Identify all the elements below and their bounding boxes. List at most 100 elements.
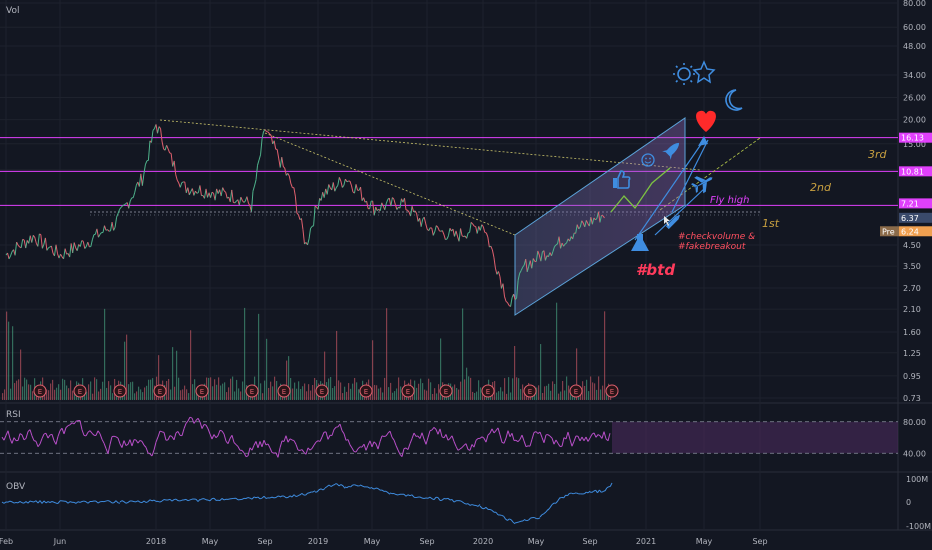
time-tick-label: May	[202, 537, 219, 546]
price-tag-label: 16.13	[901, 134, 924, 143]
price-tag	[899, 166, 932, 177]
time-tick-label: 2021	[636, 537, 656, 546]
earnings-marker-label: E	[200, 388, 204, 396]
price-tick-label: 0.73	[903, 394, 921, 403]
obv-pane[interactable]: 100M 0 -100M	[1, 475, 931, 531]
earnings-marker[interactable]	[481, 384, 495, 398]
earnings-marker-label: E	[364, 388, 368, 396]
time-tick-label: May	[696, 537, 713, 546]
price-tag	[899, 198, 932, 209]
earnings-marker-label: E	[282, 388, 286, 396]
earnings-marker[interactable]	[439, 384, 453, 398]
obv-tick-label: -100M	[906, 522, 931, 531]
projection-path[interactable]	[610, 167, 671, 213]
earnings-marker-label: E	[610, 388, 614, 396]
time-tick-label: May	[364, 537, 381, 546]
time-tick-label: Feb	[0, 537, 13, 546]
price-series	[5, 124, 605, 307]
price-tick-label: 1.60	[903, 328, 921, 337]
price-tick-label: 80.00	[903, 0, 926, 8]
rsi-tick-label: 80.00	[903, 418, 926, 427]
smiley-icon	[641, 153, 655, 167]
annotation-fakebreakout[interactable]: #fakebreakout	[678, 242, 746, 252]
time-tick-label: 2020	[473, 537, 493, 546]
earnings-marker[interactable]	[401, 384, 415, 398]
earnings-marker-label: E	[406, 388, 410, 396]
earnings-marker-label: E	[528, 388, 532, 396]
earnings-marker[interactable]	[73, 384, 87, 398]
flask-icon	[631, 234, 649, 251]
earnings-marker[interactable]	[33, 384, 47, 398]
earnings-marker[interactable]	[605, 384, 619, 398]
earnings-marker[interactable]	[523, 384, 537, 398]
projection-arrow-b[interactable]	[654, 187, 706, 236]
time-tick-label: 2019	[308, 537, 328, 546]
annotation-2nd[interactable]: 2nd	[810, 181, 831, 194]
price-tick-label: 20.00	[903, 116, 926, 125]
earnings-marker-label: E	[78, 388, 82, 396]
price-tick-label: 1.25	[903, 349, 921, 358]
time-tick-label: Sep	[257, 537, 272, 546]
price-tick-label: 15.00	[903, 140, 926, 149]
parallel-channel[interactable]	[514, 117, 686, 316]
annotation-btd[interactable]: #btd	[636, 261, 676, 279]
time-tick-label: Jun	[53, 537, 67, 546]
trendline-long[interactable]	[159, 119, 701, 171]
price-tick-label: 26.00	[903, 94, 926, 103]
price-tag	[899, 226, 932, 237]
price-tick-label: 4.50	[903, 241, 921, 250]
price-tick-label: 2.10	[903, 305, 921, 314]
volume-label: Vol	[6, 6, 20, 16]
earnings-marker[interactable]	[359, 384, 373, 398]
moon-icon	[725, 89, 743, 111]
earnings-marker-label: E	[118, 388, 122, 396]
obv-label: OBV	[6, 482, 26, 492]
earnings-marker[interactable]	[153, 384, 167, 398]
earnings-marker[interactable]	[245, 384, 259, 398]
annotation-1st[interactable]: 1st	[762, 217, 780, 230]
price-tick-label: 0.95	[903, 372, 921, 381]
drawings[interactable]	[610, 60, 743, 251]
earnings-marker[interactable]	[569, 384, 583, 398]
price-tag-label: 7.21	[901, 199, 919, 208]
earnings-marker[interactable]	[195, 384, 209, 398]
thumbs-up-icon	[613, 170, 631, 189]
earnings-marker-label: E	[250, 388, 254, 396]
price-axis[interactable]: 80.0060.0048.0034.0026.0020.0015.0011.00…	[880, 0, 932, 403]
price-tag	[880, 226, 899, 237]
obv-tick-label: 100M	[906, 475, 928, 484]
earnings-marker[interactable]	[315, 384, 329, 398]
arrow-head-icon	[698, 136, 708, 146]
earnings-marker-label: E	[444, 388, 448, 396]
price-tick-label: 3.50	[903, 262, 921, 271]
rsi-label: RSI	[6, 410, 21, 420]
trendline-mid[interactable]	[264, 132, 516, 236]
annotation-fly-high[interactable]: Fly high	[710, 195, 750, 206]
obv-tick-label: 0	[906, 498, 911, 507]
annotation-3rd[interactable]: 3rd	[868, 148, 887, 161]
rocket-icon	[662, 142, 680, 160]
price-tag-label: 10.81	[901, 167, 924, 176]
price-tag	[899, 132, 932, 143]
airplane-icon	[690, 176, 713, 194]
price-tag-label: 6.24	[901, 227, 919, 236]
earnings-marker-label: E	[574, 388, 578, 396]
annotation-checkvolume[interactable]: #checkvolume &	[678, 232, 756, 242]
earnings-marker[interactable]	[277, 384, 291, 398]
time-tick-label: Sep	[419, 537, 434, 546]
earnings-marker[interactable]	[113, 384, 127, 398]
price-tick-label: 60.00	[903, 23, 926, 32]
earnings-marker-label: E	[158, 388, 162, 396]
price-tick-label: 48.00	[903, 42, 926, 51]
rsi-pane[interactable]: 80.00 40.00	[0, 416, 926, 458]
price-tag	[899, 212, 932, 223]
projection-arrow-a[interactable]	[634, 139, 705, 241]
sun-icon	[673, 63, 695, 85]
earnings-marker-label: E	[486, 388, 490, 396]
horizontal-levels[interactable]	[0, 137, 898, 206]
star-icon	[692, 60, 716, 84]
projection-arrow-c[interactable]	[671, 139, 709, 213]
time-axis[interactable]: Feb Jun 2018 May Sep 2019 May Sep 2020 May Sep 2021…	[0, 537, 768, 546]
